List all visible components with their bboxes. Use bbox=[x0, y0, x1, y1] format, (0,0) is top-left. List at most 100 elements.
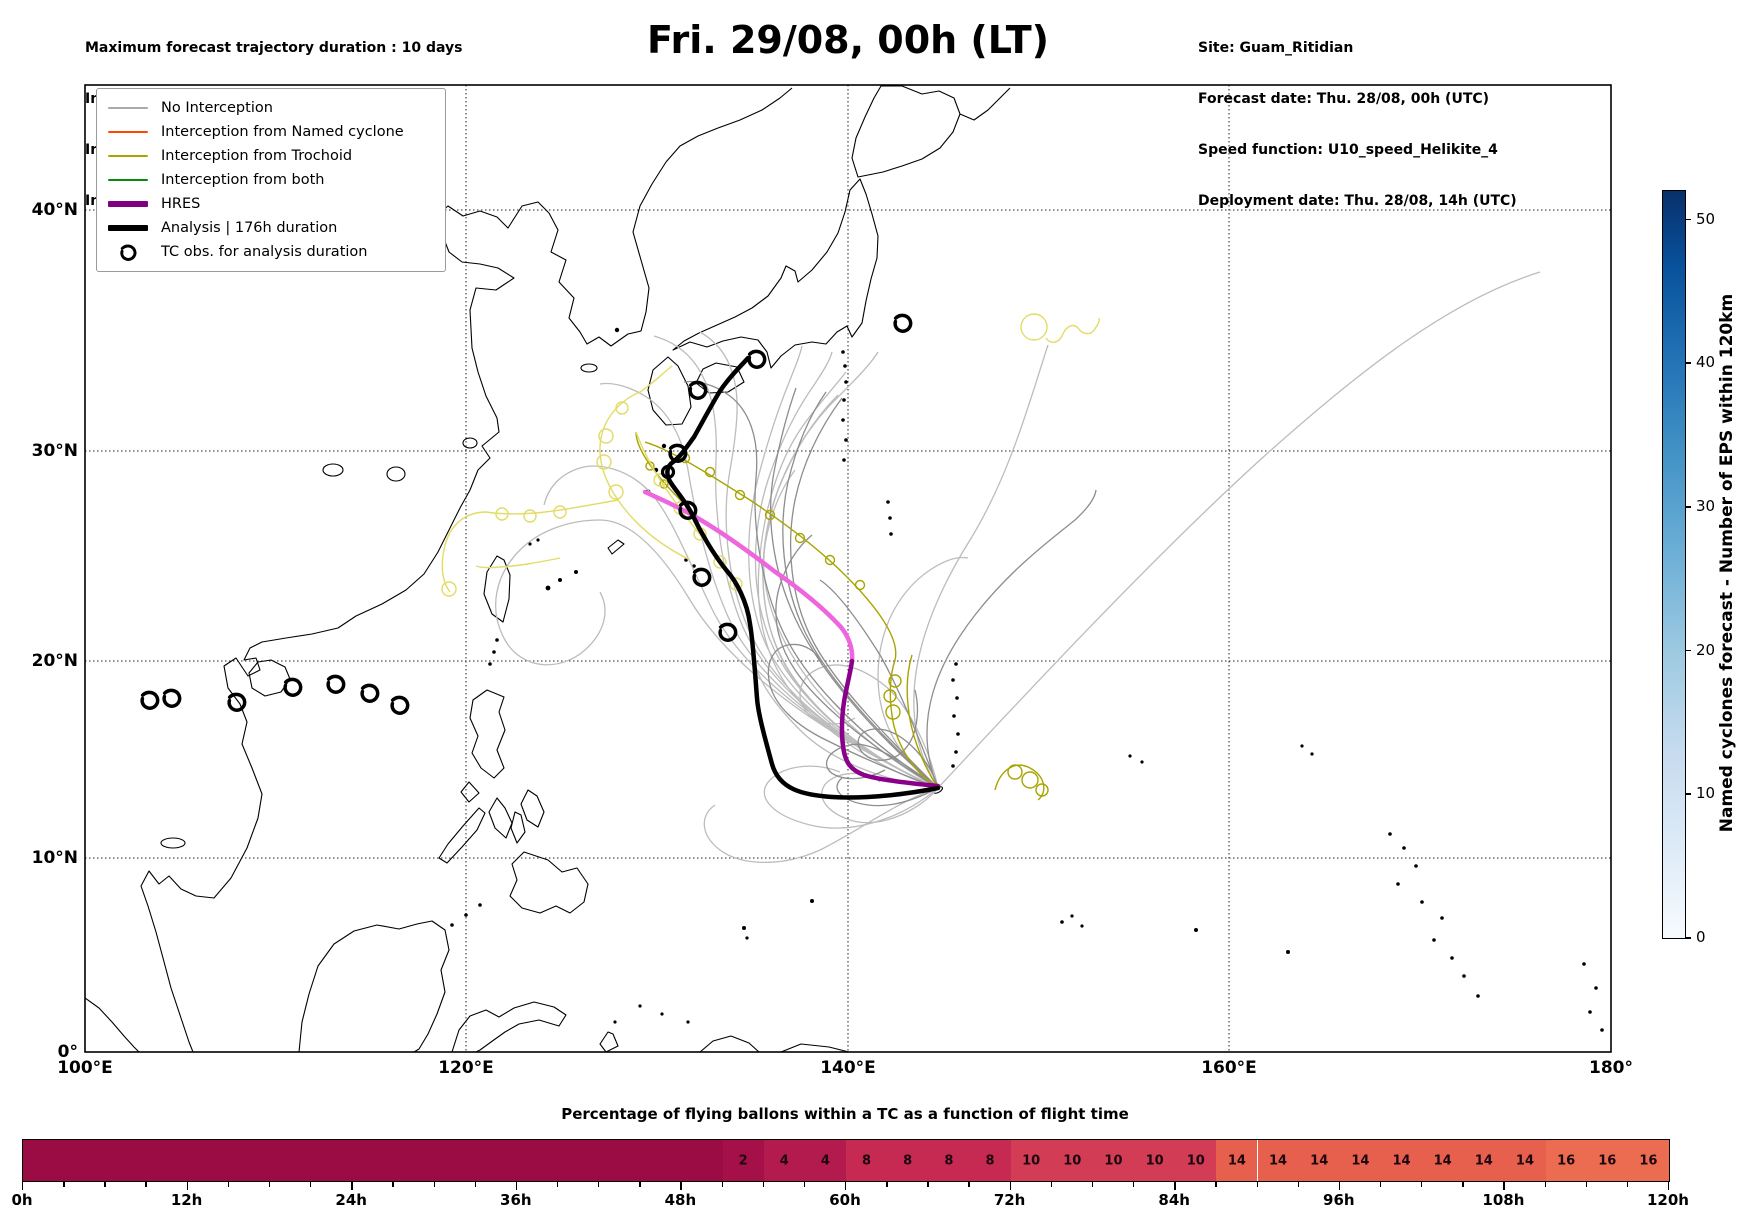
legend-line bbox=[108, 179, 148, 181]
site-line: Site: Guam_Ritidian bbox=[1198, 40, 1354, 56]
flight-bar-tick bbox=[433, 1182, 435, 1187]
flight-bar-tick bbox=[762, 1182, 765, 1187]
flight-bar-tick bbox=[104, 1182, 106, 1187]
colorbar-tick-label: 10 bbox=[1696, 784, 1716, 803]
colorbar-tick-label: 30 bbox=[1696, 497, 1716, 516]
flight-bar-segment-value: 10 bbox=[1104, 1153, 1123, 1168]
flight-bar-title: Percentage of flying ballons within a TC… bbox=[561, 1105, 1129, 1123]
flight-bar-tick bbox=[1050, 1182, 1053, 1187]
flight-bar-segment: 4 bbox=[804, 1140, 846, 1181]
flight-bar-tick bbox=[1297, 1182, 1300, 1187]
legend-item: TC obs. for analysis duration bbox=[105, 240, 435, 264]
flight-bar-segment: 14 bbox=[1380, 1140, 1423, 1181]
legend-line-sample bbox=[105, 107, 151, 109]
flight-bar-segment: 8 bbox=[928, 1140, 970, 1181]
legend-label: Interception from Named cyclone bbox=[161, 124, 404, 140]
flight-bar-tick bbox=[1091, 1182, 1094, 1187]
flight-bar-segment: 16 bbox=[1627, 1140, 1669, 1181]
flight-bar-tick bbox=[1585, 1182, 1588, 1187]
flight-bar-tick bbox=[1668, 1182, 1670, 1190]
flight-bar-tick-label: 24h bbox=[335, 1191, 367, 1209]
legend-line bbox=[108, 131, 148, 133]
flight-bar-tick bbox=[22, 1182, 24, 1190]
flight-bar-segment: 8 bbox=[969, 1140, 1011, 1181]
flight-bar-segment-value: 14 bbox=[1269, 1153, 1288, 1168]
legend-label: HRES bbox=[161, 196, 201, 212]
legend-line bbox=[108, 107, 148, 109]
flight-bar-tick bbox=[227, 1182, 230, 1187]
flight-bar-tick bbox=[1338, 1182, 1341, 1190]
tc-obs-icon bbox=[283, 677, 303, 697]
colorbar-tick bbox=[1685, 937, 1691, 939]
flight-bar-tick bbox=[886, 1182, 888, 1187]
flight-bar-tick bbox=[556, 1182, 559, 1187]
flight-bar-segment-value: 16 bbox=[1598, 1153, 1617, 1168]
y-tick-label: 40°N bbox=[31, 200, 78, 220]
legend-line-sample bbox=[105, 225, 151, 231]
colorbar-tick bbox=[1685, 218, 1691, 221]
colorbar-tick bbox=[1685, 362, 1691, 364]
site-line: Forecast date: Thu. 28/08, 00h (UTC) bbox=[1198, 91, 1490, 107]
flight-bar-segment: 14 bbox=[1463, 1140, 1505, 1181]
y-tick-label: 30°N bbox=[31, 441, 78, 461]
flight-bar-segment: 14 bbox=[1216, 1140, 1258, 1181]
x-tick-label: 100°E bbox=[57, 1058, 113, 1078]
flight-bar-segment: 14 bbox=[1257, 1140, 1299, 1181]
tc-obs-icon bbox=[105, 244, 151, 261]
flight-bar-tick-label: 96h bbox=[1323, 1191, 1355, 1209]
flight-bar-tick bbox=[1215, 1182, 1217, 1187]
flight-bar-tick bbox=[515, 1182, 518, 1190]
hres-track-upper bbox=[642, 489, 855, 664]
flight-bar-tick bbox=[392, 1182, 394, 1187]
site-line: Speed function: U10_speed_Helikite_4 bbox=[1198, 142, 1498, 158]
legend-item: Analysis | 176h duration bbox=[105, 216, 435, 240]
legend-item: Interception from both bbox=[105, 168, 435, 192]
flight-bar-segment: 10 bbox=[1010, 1140, 1052, 1181]
tc-obs-icon bbox=[360, 683, 380, 703]
flight-bar-segment-value: 14 bbox=[1433, 1153, 1452, 1168]
flight-bar-segment-value: 10 bbox=[1063, 1153, 1082, 1168]
flight-bar-segment-value: 16 bbox=[1639, 1153, 1658, 1168]
x-tick-label: 180° bbox=[1589, 1058, 1633, 1078]
flight-bar-tick bbox=[1256, 1182, 1258, 1187]
map-legend: No Interception Interception from Named c… bbox=[96, 88, 446, 272]
flight-bar-tick bbox=[310, 1182, 312, 1187]
flight-bar-segment-value: 16 bbox=[1557, 1153, 1576, 1168]
legend-line-sample bbox=[105, 179, 151, 181]
flight-bar-tick-label: 72h bbox=[993, 1191, 1026, 1209]
flight-bar-segment: 16 bbox=[1586, 1140, 1628, 1181]
colorbar bbox=[1662, 190, 1686, 939]
legend-label: Interception from both bbox=[161, 172, 325, 188]
colorbar-label: Named cyclones forecast - Number of EPS … bbox=[1717, 293, 1737, 833]
legend-label: Analysis | 176h duration bbox=[161, 220, 338, 236]
flight-bar-segment-value: 4 bbox=[820, 1153, 830, 1168]
flight-bar-tick-label: 0h bbox=[11, 1191, 33, 1209]
figure-title: Fri. 29/08, 00h (LT) bbox=[646, 18, 1049, 62]
colorbar-tick bbox=[1685, 649, 1691, 652]
legend-item: Interception from Named cyclone bbox=[105, 120, 435, 144]
tc-obs-icon bbox=[326, 674, 346, 694]
site-line: Deployment date: Thu. 28/08, 14h (UTC) bbox=[1198, 193, 1517, 209]
flight-bar-segment: 8 bbox=[887, 1140, 929, 1181]
flight-bar-tick bbox=[1462, 1182, 1464, 1187]
flight-bar-segment-value: 2 bbox=[738, 1153, 748, 1168]
flight-bar-segment: 16 bbox=[1545, 1140, 1587, 1181]
legend-line bbox=[108, 225, 148, 231]
trochoid-tracks-yellow bbox=[441, 313, 1100, 597]
flight-bar-tick-label: 108h bbox=[1482, 1191, 1525, 1209]
legend-line-sample bbox=[105, 201, 151, 207]
x-tick-label: 160°E bbox=[1201, 1058, 1257, 1078]
flight-bar-segment: 4 bbox=[763, 1140, 805, 1181]
flight-bar-segment: 14 bbox=[1504, 1140, 1546, 1181]
analysis-track bbox=[660, 355, 941, 800]
y-tick-label: 10°N bbox=[31, 848, 78, 868]
flight-bar-tick bbox=[1626, 1182, 1629, 1187]
flight-bar-segment: 10 bbox=[1051, 1140, 1093, 1181]
island-dots bbox=[450, 327, 1604, 1032]
x-tick-label: 120°E bbox=[438, 1058, 494, 1078]
flight-bar-segment-value: 14 bbox=[1515, 1153, 1534, 1168]
flight-bar-segment-value: 8 bbox=[944, 1153, 954, 1168]
flight-bar-tick bbox=[186, 1182, 188, 1190]
